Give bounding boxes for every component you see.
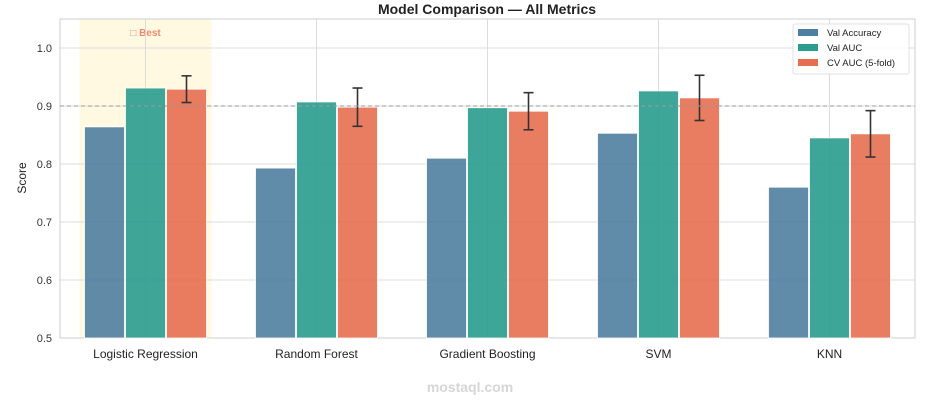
bar-val-accuracy: [84, 126, 125, 339]
legend-swatch: [798, 59, 818, 66]
x-tick-label: Gradient Boosting: [439, 347, 535, 361]
bar-cv-auc-5-fold-: [850, 133, 891, 339]
bar-val-auc: [809, 137, 850, 339]
legend-label: CV AUC (5-fold): [827, 58, 895, 69]
bar-val-auc: [125, 87, 166, 339]
legend-label: Val Accuracy: [827, 28, 881, 39]
bar-val-accuracy: [255, 167, 296, 339]
x-tick-label: Random Forest: [275, 347, 358, 361]
y-tick-label: 0.7: [37, 217, 52, 229]
bar-cv-auc-5-fold-: [166, 88, 207, 339]
bar-val-accuracy: [768, 186, 809, 339]
legend-swatch: [798, 44, 818, 51]
y-tick-label: 1.0: [37, 43, 52, 55]
bar-cv-auc-5-fold-: [508, 110, 549, 339]
watermark: mostaql.com: [427, 379, 513, 395]
legend-label: Val AUC: [827, 43, 862, 54]
bar-cv-auc-5-fold-: [679, 97, 720, 339]
bar-val-auc: [467, 107, 508, 339]
bar-val-auc: [296, 101, 337, 339]
chart-title: Model Comparison — All Metrics: [378, 1, 596, 17]
y-tick-label: 0.5: [37, 333, 52, 345]
legend: Val Accuracy Val AUC CV AUC (5-fold): [792, 23, 910, 75]
bar-cv-auc-5-fold-: [337, 106, 378, 339]
x-tick-label: SVM: [645, 347, 671, 361]
y-tick-label: 0.9: [37, 101, 52, 113]
y-axis-label: Score: [15, 162, 29, 194]
bar-val-auc: [638, 90, 679, 339]
y-tick-label: 0.8: [37, 159, 52, 171]
x-tick-label: Logistic Regression: [93, 347, 198, 361]
y-tick-label: 0.6: [37, 275, 52, 287]
bar-val-accuracy: [597, 132, 638, 339]
legend-swatch: [798, 29, 818, 36]
x-tick-label: KNN: [817, 347, 842, 361]
bar-val-accuracy: [426, 157, 467, 339]
legend-box: [792, 23, 910, 75]
